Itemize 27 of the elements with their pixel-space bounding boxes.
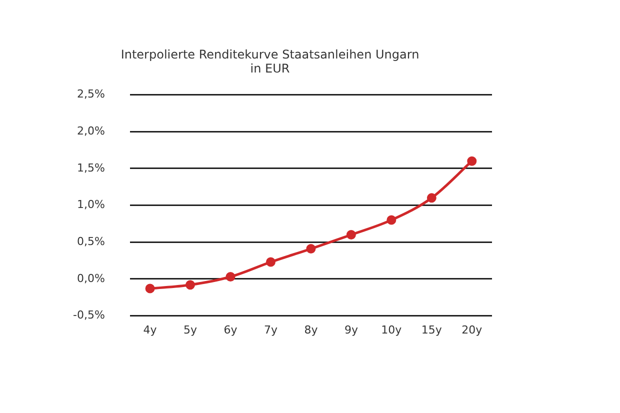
x-tick-label: 8y [304,323,318,336]
point [266,257,276,267]
point [386,215,396,225]
x-tick-label: 9y [344,323,358,336]
y-tick-label: 0,5% [76,234,105,248]
x-tick-label: 5y [184,323,198,336]
y-tick-label: 2,5% [76,88,105,101]
x-tick-label: 10y [381,323,402,336]
y-tick-label: -0,5% [72,308,105,322]
x-tick-label: 4y [143,323,158,336]
x-tick-label: 20y [462,323,483,336]
point [226,272,236,282]
x-tick-label: 6y [224,323,238,336]
y-tick-label: 1,0% [76,198,105,212]
point [145,284,155,294]
text: in EUR [250,62,290,76]
point [467,156,477,166]
y-tick-label: 1,5% [76,161,105,174]
x-tick-label: 7y [264,323,278,336]
y-tick-label: 0,0% [76,272,105,285]
y-tick-label: 2,0% [76,124,105,138]
point [426,193,436,203]
point [306,244,316,254]
x-tick-label: 15y [421,323,442,336]
text: Interpolierte Renditekurve Staatsanleihen Ungarn [120,47,420,62]
point [346,230,356,240]
point [186,280,196,290]
